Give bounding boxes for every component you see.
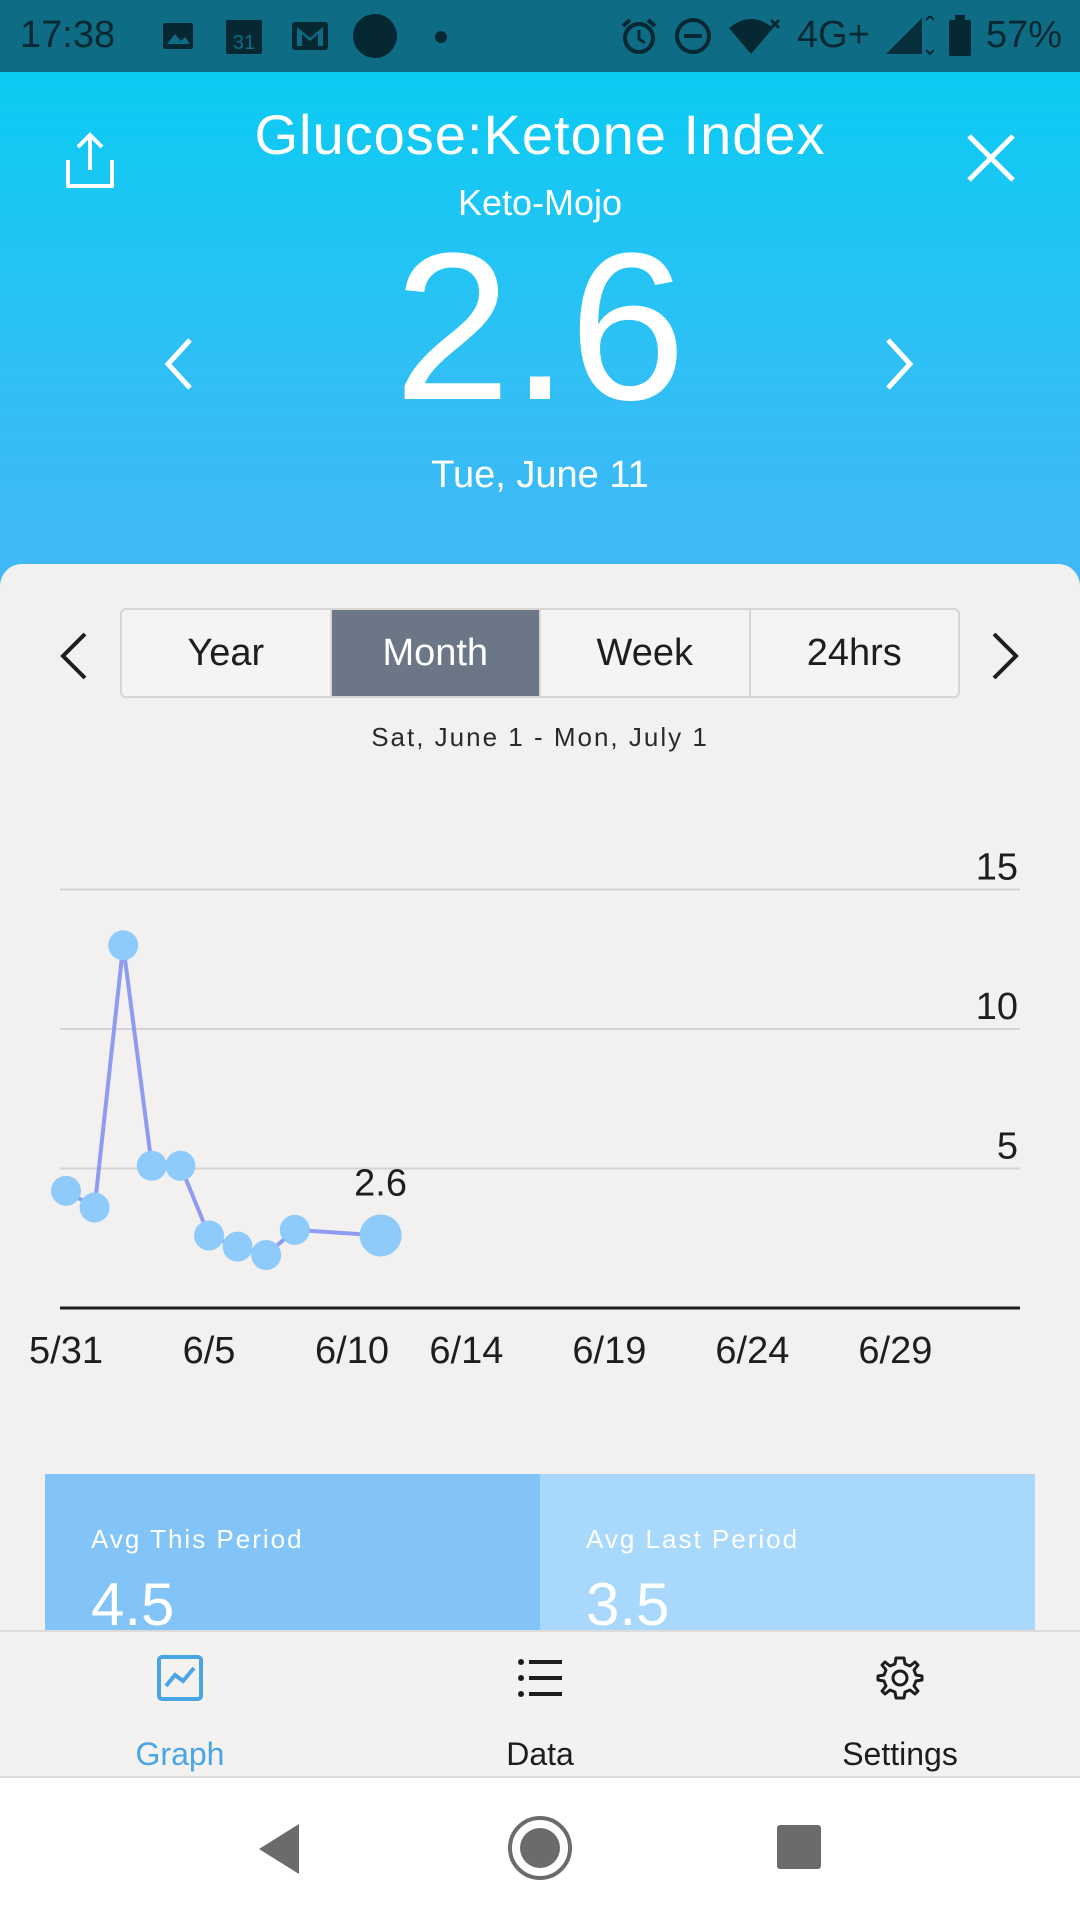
glucose-ketone-chart: 5 10 15 5/31 6/5 6/10 6/14 6/19 6/24 6/29 2.6	[29, 847, 1020, 1372]
dot-icon	[435, 31, 447, 43]
nav-settings[interactable]: Settings	[790, 1632, 1010, 1780]
status-bar: 17:38 31 4G+	[0, 0, 1080, 72]
avg-this-period: Avg This Period 4.5	[45, 1474, 540, 1630]
calendar-day: 31	[233, 32, 255, 54]
system-navigation-bar	[0, 1778, 1080, 1920]
avg-this-period-value: 4.5	[91, 1571, 175, 1630]
nav-data[interactable]: Data	[430, 1632, 650, 1780]
x-tick-label: 6/29	[858, 1330, 932, 1372]
period-month[interactable]: Month	[331, 610, 541, 696]
next-period-chevron-icon[interactable]	[988, 630, 1024, 682]
selected-data-point	[359, 1214, 402, 1257]
period-year[interactable]: Year	[122, 610, 332, 696]
back-icon[interactable]	[255, 1822, 303, 1876]
reading-date: Tue, June 11	[431, 454, 649, 496]
graph-card	[0, 564, 1080, 1630]
data-point	[165, 1150, 196, 1181]
gear-icon	[876, 1656, 924, 1700]
share-icon[interactable]	[62, 132, 118, 192]
source-label: Keto-Mojo	[457, 182, 623, 223]
data-point	[108, 930, 139, 961]
x-tick-label: 6/14	[429, 1330, 503, 1372]
next-reading-chevron-icon[interactable]	[882, 334, 918, 394]
data-point	[194, 1220, 224, 1251]
x-tick-label: 5/31	[29, 1330, 103, 1372]
avg-last-period: Avg Last Period 3.5	[540, 1474, 1035, 1630]
date-range-label: Sat, June 1 - Mon, July 1	[371, 722, 709, 752]
avg-last-period-label: Avg Last Period	[586, 1524, 800, 1554]
recents-icon[interactable]	[776, 1824, 822, 1870]
y-tick-label: 5	[997, 1126, 1018, 1168]
previous-period-chevron-icon[interactable]	[55, 630, 91, 682]
nav-graph-label: Graph	[135, 1736, 225, 1772]
battery-percent: 57%	[985, 14, 1062, 56]
battery-icon	[948, 14, 971, 56]
period-week[interactable]: Week	[541, 610, 751, 696]
bottom-navigation: Graph Data Settings	[0, 1630, 1080, 1778]
x-tick-label: 6/19	[572, 1330, 646, 1372]
data-point	[79, 1192, 110, 1223]
home-icon[interactable]	[506, 1814, 574, 1882]
current-value: 2.6	[394, 209, 686, 444]
circle-icon	[353, 14, 397, 58]
do-not-disturb-icon	[675, 17, 712, 54]
data-point	[279, 1214, 310, 1245]
status-right: 4G+ 57%	[619, 14, 1062, 57]
series-line	[64, 943, 381, 1257]
period-24hrs[interactable]: 24hrs	[806, 631, 902, 674]
wifi-icon	[729, 18, 781, 54]
calendar-icon: 31	[226, 20, 262, 54]
y-tick-label: 10	[976, 986, 1018, 1028]
gmail-icon	[292, 22, 328, 50]
signal-icon	[885, 15, 934, 55]
previous-reading-chevron-icon[interactable]	[160, 334, 196, 394]
alarm-icon	[621, 17, 657, 54]
page-title: Glucose:Ketone Index	[254, 103, 826, 166]
metric-header: Glucose:Ketone Index Keto-Mojo 2.6 Tue, …	[0, 72, 1080, 602]
data-point	[51, 1175, 81, 1206]
avg-this-period-label: Avg This Period	[91, 1524, 304, 1554]
selected-point-label: 2.6	[354, 1162, 407, 1204]
graph-icon	[157, 1655, 203, 1701]
nav-graph[interactable]: Graph	[70, 1632, 290, 1780]
x-tick-label: 6/10	[315, 1330, 389, 1372]
data-point	[251, 1239, 282, 1270]
close-icon[interactable]	[965, 132, 1017, 184]
avg-last-period-value: 3.5	[586, 1571, 670, 1630]
period-selector: Year Month Week 24hrs	[120, 608, 960, 698]
x-tick-label: 6/24	[715, 1330, 789, 1372]
image-icon	[163, 23, 193, 49]
status-time: 17:38	[20, 14, 116, 56]
x-tick-label: 6/5	[183, 1330, 236, 1372]
data-point	[136, 1150, 167, 1181]
list-icon	[518, 1659, 562, 1697]
nav-settings-label: Settings	[842, 1736, 958, 1772]
y-tick-label: 15	[976, 847, 1018, 889]
nav-data-label: Data	[506, 1736, 574, 1772]
network-type: 4G+	[797, 14, 870, 56]
data-point	[222, 1231, 253, 1262]
